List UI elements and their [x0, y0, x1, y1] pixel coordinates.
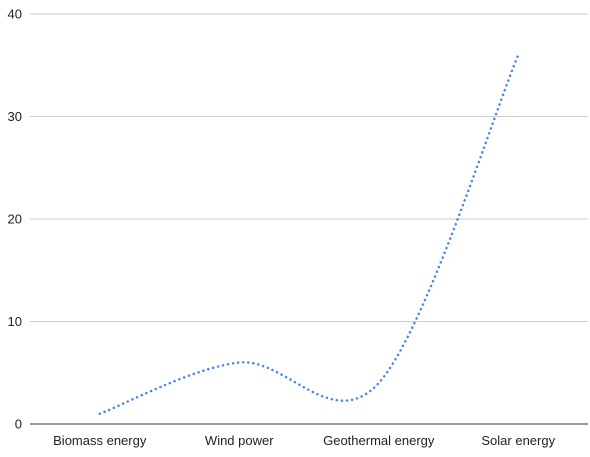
y-tick-label: 10 [8, 314, 22, 329]
x-tick-label: Biomass energy [53, 433, 147, 448]
series [98, 53, 520, 415]
series-line [98, 53, 520, 415]
y-tick-label: 0 [15, 417, 22, 432]
x-tick-label: Wind power [205, 433, 274, 448]
y-tick-label: 20 [8, 212, 22, 227]
tick-labels: 0 10 20 30 40 Biomass energy Wind power Geother… [8, 7, 556, 449]
x-tick-label: Solar energy [481, 433, 555, 448]
y-tick-label: 40 [8, 7, 22, 22]
gridlines [30, 13, 588, 322]
y-tick-label: 30 [8, 109, 22, 124]
x-tick-label: Geothermal energy [323, 433, 435, 448]
